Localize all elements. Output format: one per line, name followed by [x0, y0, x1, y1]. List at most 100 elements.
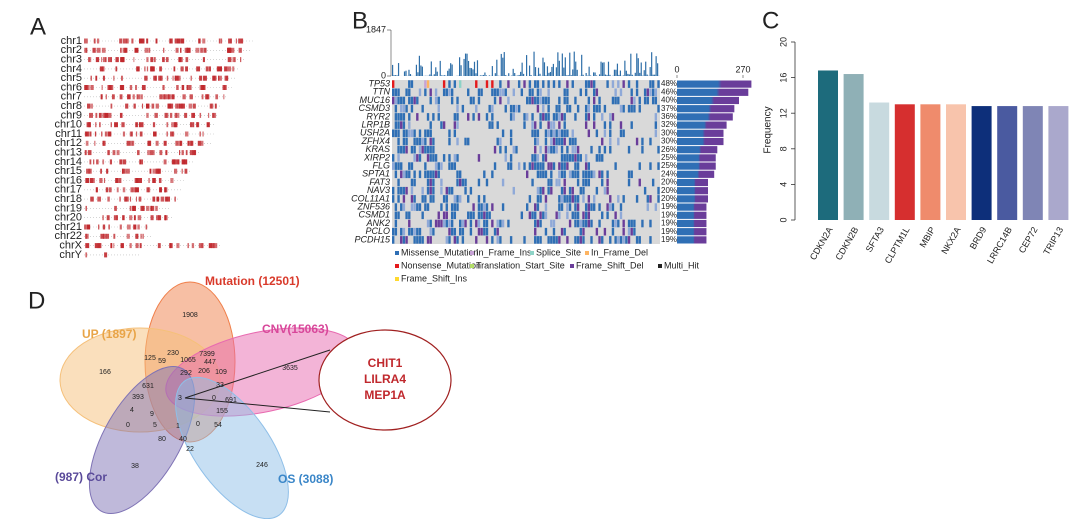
- mutation-cell: [402, 203, 406, 211]
- mutation-cell: [461, 219, 465, 228]
- mutation-cell: [400, 170, 403, 179]
- mutation-cell: [461, 236, 465, 244]
- mutation-cell: [598, 154, 601, 162]
- mutation-cell: [646, 96, 649, 105]
- histogram-bar: [505, 75, 507, 76]
- histogram-bar: [549, 71, 552, 76]
- mutation-cell: [587, 211, 591, 220]
- mutation-cell: [563, 227, 566, 236]
- mutation-cell: [566, 162, 569, 170]
- mutation-cell: [584, 203, 588, 211]
- mutation-cell: [456, 236, 459, 244]
- mutation-cell: [413, 236, 416, 244]
- chromosome-label: chr11: [55, 128, 82, 140]
- variant-mark: [165, 150, 168, 156]
- histogram-bar: [435, 67, 437, 76]
- variant-mark: [94, 243, 99, 249]
- gene-bar: [677, 236, 707, 244]
- mutation-cell: [413, 154, 416, 162]
- legend-swatch: [395, 251, 399, 255]
- variant-mark: [175, 140, 179, 146]
- variant-mark: [185, 66, 188, 72]
- variant-mark: [132, 205, 136, 211]
- mutation-cell: [416, 227, 419, 236]
- mutation-cell: [496, 88, 499, 97]
- gene-bar: [677, 219, 707, 228]
- mutation-cell: [568, 195, 572, 203]
- gene-bar: [677, 113, 733, 121]
- mutation-cell: [536, 236, 540, 244]
- mutation-cell: [544, 129, 548, 138]
- mutation-cell: [491, 80, 494, 88]
- mutation-cell: [566, 96, 569, 105]
- mutation-cell: [493, 162, 497, 170]
- mutation-cell: [475, 236, 478, 244]
- variant-mark: [137, 224, 140, 230]
- variant-mark: [115, 66, 118, 72]
- mutation-cell: [418, 145, 422, 154]
- variant-mark: [151, 66, 155, 72]
- mutation-cell: [568, 203, 572, 211]
- mutation-cell: [654, 88, 658, 97]
- mutation-cell: [421, 137, 424, 146]
- mutation-cell: [627, 80, 631, 88]
- mutation-cell: [555, 129, 558, 138]
- variant-mark: [148, 47, 151, 53]
- mutation-cell: [609, 195, 612, 203]
- variant-mark: [101, 85, 103, 90]
- histogram-bar: [567, 75, 569, 76]
- mutation-cell: [405, 137, 408, 146]
- variant-mark: [224, 75, 229, 81]
- mutation-cell: [517, 80, 521, 88]
- mutation-cell: [633, 227, 636, 236]
- mutation-cell: [566, 211, 569, 220]
- variant-mark: [188, 103, 193, 109]
- mutation-cell: [566, 203, 569, 211]
- variant-mark: [154, 131, 156, 137]
- mutation-cell: [593, 113, 596, 121]
- histogram-bar: [649, 67, 651, 76]
- mutation-cell: [429, 219, 432, 228]
- mutation-cell: [576, 154, 580, 162]
- mutation-cell: [448, 236, 451, 244]
- mutation-cell: [450, 211, 454, 220]
- variant-mark: [162, 85, 165, 90]
- mutation-cell: [574, 154, 577, 162]
- region-count: 447: [204, 359, 216, 366]
- mutation-cell: [426, 170, 430, 179]
- variant-mark: [187, 243, 190, 249]
- legend-label: Splice_Site: [536, 247, 581, 257]
- mutation-cell: [416, 96, 419, 105]
- mutation-cell: [622, 80, 625, 88]
- mutation-cell: [501, 88, 505, 97]
- mutation-cell: [434, 170, 438, 179]
- mutation-cell: [555, 104, 558, 113]
- variant-mark: [97, 243, 101, 249]
- mutation-cell: [598, 145, 601, 154]
- variant-mark: [146, 205, 150, 211]
- variant-mark: [202, 57, 205, 63]
- histogram-bar: [520, 71, 522, 76]
- variant-mark: [120, 85, 125, 90]
- mutation-cell: [587, 104, 591, 113]
- variant-mark: [89, 131, 92, 137]
- variant-mark: [110, 243, 113, 249]
- gene-label: ZNF536: [356, 201, 390, 211]
- histogram-bar: [470, 68, 473, 76]
- mutation-cell: [392, 162, 395, 170]
- histogram-bar: [654, 74, 656, 76]
- mutation-cell: [539, 219, 542, 228]
- gene-label: KRAS: [365, 144, 390, 154]
- mutation-cell: [563, 113, 566, 121]
- mutation-cell: [394, 113, 398, 121]
- mutation-cell: [450, 227, 454, 236]
- mutation-cell: [477, 113, 481, 121]
- histogram-bar: [475, 73, 477, 76]
- mutation-cell: [485, 203, 489, 211]
- variant-mark: [193, 150, 196, 156]
- mutation-cell: [630, 96, 633, 105]
- variant-mark: [100, 168, 102, 174]
- mutation-cell: [550, 162, 553, 170]
- mutation-cell: [536, 195, 540, 203]
- region-count: 59: [158, 358, 166, 365]
